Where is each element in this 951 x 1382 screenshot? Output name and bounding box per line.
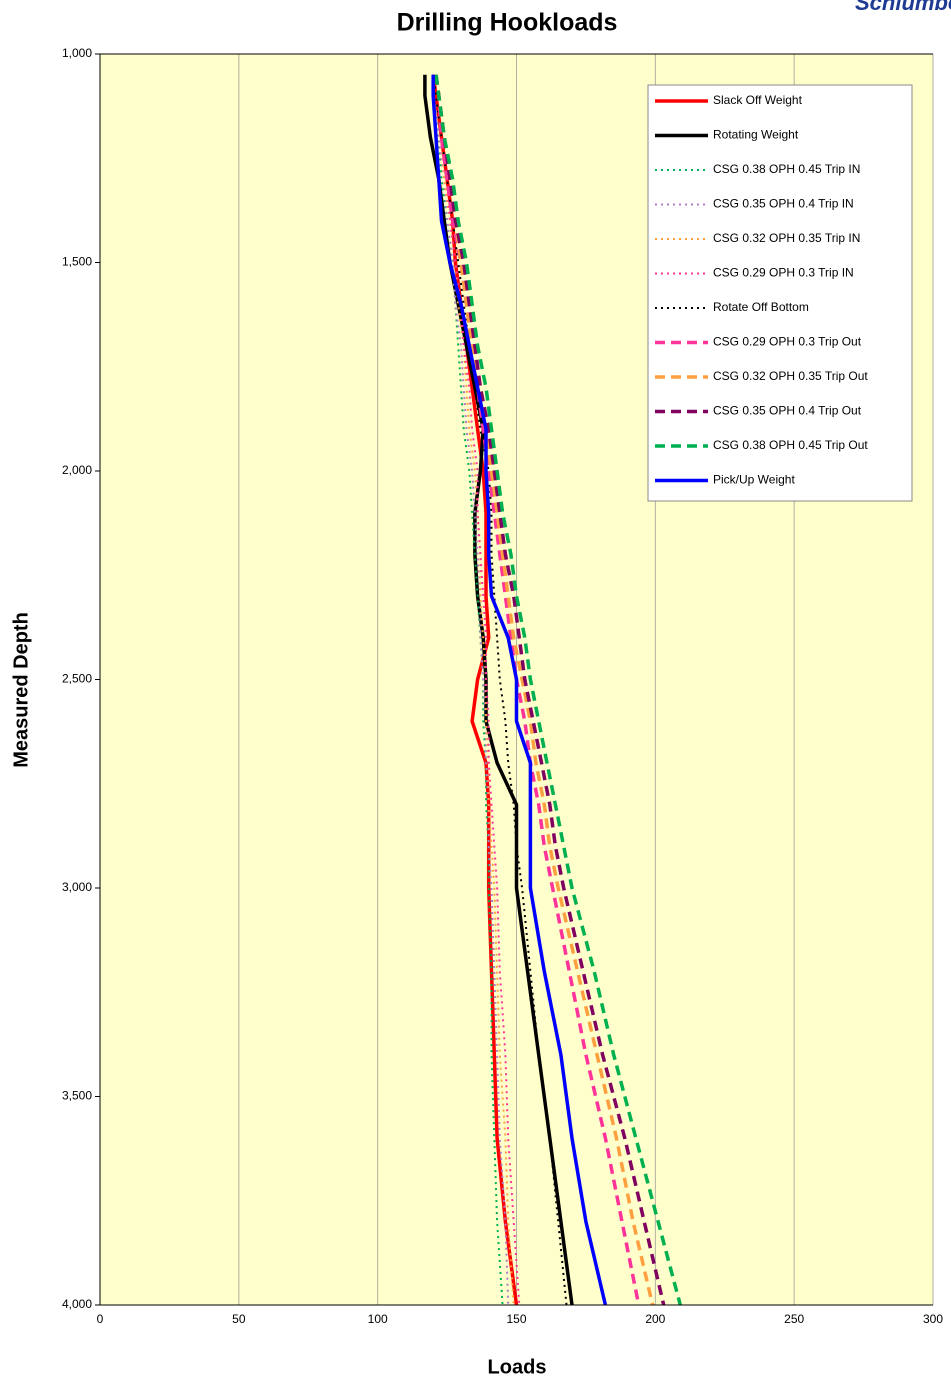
y-tick-label: 4,000 <box>62 1297 92 1311</box>
x-tick-label: 300 <box>923 1312 943 1326</box>
lines <box>423 74 682 1306</box>
x-tick-label: 200 <box>645 1312 665 1326</box>
series-line <box>434 74 641 1306</box>
series-line <box>423 74 574 1306</box>
y-tick-label: 2,500 <box>62 672 92 686</box>
legend-label: CSG 0.32 OPH 0.35 Trip IN <box>713 231 860 245</box>
y-tick-label: 1,500 <box>62 255 92 269</box>
x-tick-label: 50 <box>232 1312 246 1326</box>
y-tick-label: 3,000 <box>62 880 92 894</box>
legend-label: Rotating Weight <box>713 128 799 142</box>
legend-label: CSG 0.32 OPH 0.35 Trip Out <box>713 369 868 383</box>
legend-label: CSG 0.38 OPH 0.45 Trip IN <box>713 162 860 176</box>
axes: 0 50 100 150 200 250 300 1,000 1,500 2,000 2,500 3,… <box>62 46 943 1326</box>
y-tick-label: 2,000 <box>62 463 92 477</box>
legend-box <box>647 84 913 502</box>
series-line <box>434 74 655 1306</box>
x-tick-label: 100 <box>368 1312 388 1326</box>
legend-label: Pick/Up Weight <box>713 473 795 487</box>
legend-label: CSG 0.29 OPH 0.3 Trip Out <box>713 335 862 349</box>
legend-label: CSG 0.38 OPH 0.45 Trip Out <box>713 438 868 452</box>
y-tick-label: 3,500 <box>62 1089 92 1103</box>
legend: Slack Off Weight Rotating Weight CSG 0.38 … <box>647 84 913 502</box>
legend-label: Rotate Off Bottom <box>713 300 809 314</box>
series-line <box>432 74 568 1306</box>
logo: Schlumberger <box>855 0 951 15</box>
chart-title: Drilling Hookloads <box>397 9 618 37</box>
series-line <box>434 74 666 1306</box>
legend-label: Slack Off Weight <box>713 93 803 107</box>
x-tick-label: 0 <box>97 1312 104 1326</box>
legend-label: CSG 0.35 OPH 0.4 Trip IN <box>713 197 854 211</box>
series-line <box>431 74 608 1306</box>
legend-label: CSG 0.29 OPH 0.3 Trip IN <box>713 266 854 280</box>
x-tick-label: 150 <box>506 1312 526 1326</box>
x-tick-label: 250 <box>784 1312 804 1326</box>
y-tick-label: 1,000 <box>62 46 92 60</box>
y-axis-title: Measured Depth <box>10 612 32 768</box>
legend-label: CSG 0.35 OPH 0.4 Trip Out <box>713 404 862 418</box>
x-axis-title: Loads <box>488 1356 547 1378</box>
series-line <box>434 74 682 1306</box>
